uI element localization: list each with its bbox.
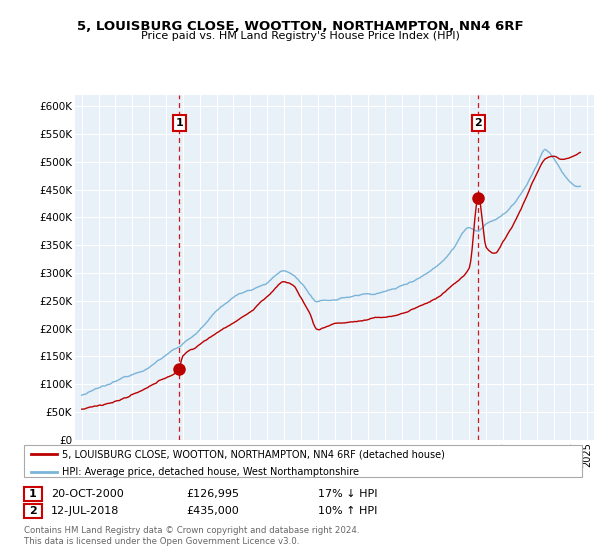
Text: 5, LOUISBURG CLOSE, WOOTTON, NORTHAMPTON, NN4 6RF: 5, LOUISBURG CLOSE, WOOTTON, NORTHAMPTON… <box>77 20 523 32</box>
Text: 1: 1 <box>176 118 184 128</box>
Text: Price paid vs. HM Land Registry's House Price Index (HPI): Price paid vs. HM Land Registry's House … <box>140 31 460 41</box>
Text: 2: 2 <box>29 506 37 516</box>
Text: £435,000: £435,000 <box>186 506 239 516</box>
Text: £126,995: £126,995 <box>186 489 239 499</box>
Text: Contains HM Land Registry data © Crown copyright and database right 2024.
This d: Contains HM Land Registry data © Crown c… <box>24 526 359 546</box>
Text: 5, LOUISBURG CLOSE, WOOTTON, NORTHAMPTON, NN4 6RF (detached house): 5, LOUISBURG CLOSE, WOOTTON, NORTHAMPTON… <box>62 449 445 459</box>
Text: 2: 2 <box>475 118 482 128</box>
Text: 12-JUL-2018: 12-JUL-2018 <box>51 506 119 516</box>
Text: 17% ↓ HPI: 17% ↓ HPI <box>318 489 377 499</box>
Text: 20-OCT-2000: 20-OCT-2000 <box>51 489 124 499</box>
Text: 10% ↑ HPI: 10% ↑ HPI <box>318 506 377 516</box>
Text: 1: 1 <box>29 489 37 499</box>
Text: HPI: Average price, detached house, West Northamptonshire: HPI: Average price, detached house, West… <box>62 466 359 477</box>
